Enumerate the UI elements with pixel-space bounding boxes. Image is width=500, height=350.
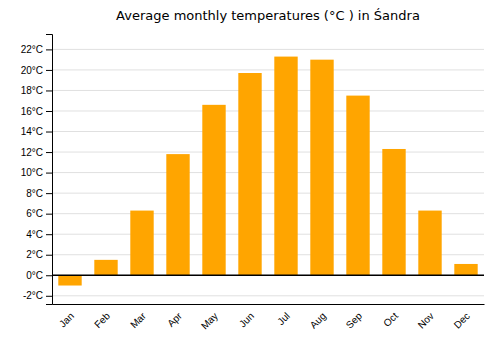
y-tick-mark bbox=[46, 234, 52, 235]
y-tick-mark bbox=[46, 70, 52, 71]
x-tick: Jul bbox=[275, 310, 292, 327]
bar bbox=[94, 260, 117, 275]
y-axis-line bbox=[46, 35, 53, 305]
y-tick: 16°C bbox=[21, 106, 52, 117]
y-tick-mark bbox=[46, 111, 52, 112]
x-tick-label: Dec bbox=[452, 310, 472, 330]
y-axis: -2°C 0°C 2°C 4°C 6°C 8°C 10°C 12°C 14°C 16°C 18°C 2… bbox=[21, 35, 53, 305]
x-tick: May bbox=[199, 310, 220, 331]
y-tick-label: 10°C bbox=[21, 167, 43, 178]
x-tick-label: Sep bbox=[344, 310, 365, 331]
y-tick-label: 2°C bbox=[26, 249, 43, 260]
y-tick-label: 18°C bbox=[21, 85, 43, 96]
bar bbox=[310, 60, 333, 276]
y-tick: 20°C bbox=[21, 65, 52, 76]
grid-line bbox=[52, 172, 484, 173]
bar bbox=[274, 57, 297, 276]
grid-line bbox=[52, 69, 484, 70]
x-axis: Jan Feb Mar Apr May Jun Jul Aug Sep Oct Nov Dec bbox=[53, 305, 485, 332]
title: Average monthly temperatures (°C ) in Śa… bbox=[116, 8, 420, 23]
x-tick: Nov bbox=[416, 310, 436, 330]
y-tick-label: 4°C bbox=[26, 229, 43, 240]
bars bbox=[52, 57, 484, 286]
chart: -2°C 0°C 2°C 4°C 6°C 8°C 10°C 12°C 14°C 16°C 18°C 2… bbox=[0, 0, 500, 350]
y-tick-mark bbox=[46, 49, 52, 50]
y-tick-mark bbox=[46, 132, 52, 133]
y-tick-mark bbox=[46, 255, 52, 256]
bar bbox=[454, 264, 477, 275]
grid-line bbox=[52, 90, 484, 91]
x-tick-label: Feb bbox=[92, 310, 112, 330]
bar bbox=[238, 73, 261, 275]
y-tick: 8°C bbox=[26, 188, 52, 199]
y-tick-mark bbox=[46, 173, 52, 174]
x-tick: Aug bbox=[308, 310, 328, 330]
x-tick: Sep bbox=[344, 310, 365, 331]
grid bbox=[52, 49, 484, 295]
y-tick-label: 12°C bbox=[21, 147, 43, 158]
x-tick: Jan bbox=[57, 310, 76, 329]
y-tick-mark bbox=[46, 152, 52, 153]
x-tick-label: Nov bbox=[416, 310, 436, 330]
y-tick-label: 22°C bbox=[21, 44, 43, 55]
x-tick-label: Jan bbox=[57, 310, 76, 329]
bar bbox=[382, 149, 405, 275]
zero-line bbox=[52, 275, 484, 277]
y-tick-mark bbox=[46, 90, 52, 91]
y-tick: -2°C bbox=[23, 290, 52, 301]
grid-line bbox=[52, 193, 484, 194]
x-tick: Mar bbox=[128, 310, 148, 330]
bar bbox=[418, 211, 441, 276]
y-tick: 18°C bbox=[21, 85, 52, 96]
bar bbox=[58, 275, 81, 285]
bar bbox=[130, 211, 153, 276]
grid-line bbox=[52, 275, 484, 276]
grid-line bbox=[52, 152, 484, 153]
bar bbox=[166, 154, 189, 275]
plot: -2°C 0°C 2°C 4°C 6°C 8°C 10°C 12°C 14°C 16°C 18°C 2… bbox=[21, 35, 485, 332]
x-tick: Oct bbox=[381, 310, 400, 329]
y-tick-mark bbox=[46, 214, 52, 215]
y-tick-label: 16°C bbox=[21, 106, 43, 117]
x-tick-label: Oct bbox=[381, 310, 400, 329]
grid-line bbox=[52, 295, 484, 296]
y-tick: 6°C bbox=[26, 208, 52, 219]
x-tick: Dec bbox=[452, 310, 472, 330]
x-tick-label: Mar bbox=[128, 310, 148, 330]
x-tick-label: Apr bbox=[165, 310, 184, 329]
y-tick: 4°C bbox=[26, 229, 52, 240]
x-tick: Jun bbox=[237, 310, 256, 329]
y-tick: 22°C bbox=[21, 44, 52, 55]
bar bbox=[202, 105, 225, 275]
y-tick: 10°C bbox=[21, 167, 52, 178]
y-tick-label: 14°C bbox=[21, 126, 43, 137]
y-tick-label: -2°C bbox=[23, 290, 43, 301]
y-tick: 0°C bbox=[26, 270, 52, 281]
x-tick-label: May bbox=[199, 310, 220, 331]
y-tick-label: 20°C bbox=[21, 65, 43, 76]
grid-line bbox=[52, 49, 484, 50]
grid-line bbox=[52, 110, 484, 111]
y-tick: 12°C bbox=[21, 147, 52, 158]
grid-line bbox=[52, 131, 484, 132]
y-tick-label: 6°C bbox=[26, 208, 43, 219]
y-tick-mark bbox=[46, 296, 52, 297]
x-tick: Feb bbox=[92, 310, 112, 330]
y-tick: 14°C bbox=[21, 126, 52, 137]
x-tick-label: Aug bbox=[308, 310, 328, 330]
x-tick-label: Jun bbox=[237, 310, 256, 329]
x-axis-line bbox=[53, 304, 485, 305]
x-tick-label: Jul bbox=[275, 310, 292, 327]
y-tick-label: 0°C bbox=[26, 270, 43, 281]
y-tick-mark bbox=[46, 275, 52, 276]
y-tick: 2°C bbox=[26, 249, 52, 260]
y-tick-mark bbox=[46, 193, 52, 194]
bar bbox=[346, 96, 369, 276]
y-tick-label: 8°C bbox=[26, 188, 43, 199]
x-tick: Apr bbox=[165, 310, 184, 329]
